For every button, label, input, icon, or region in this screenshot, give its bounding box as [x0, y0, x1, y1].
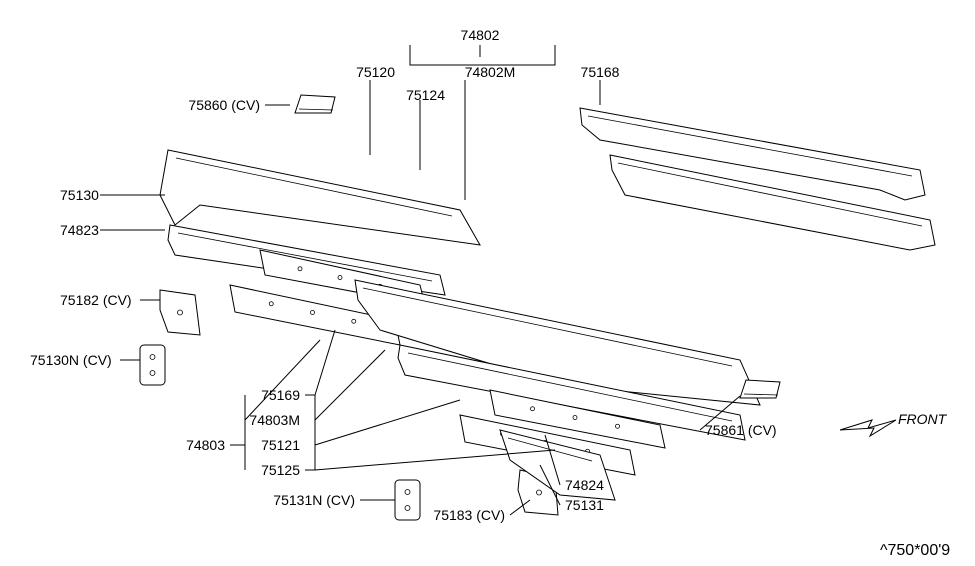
leader-line — [315, 330, 335, 395]
plate-75131N — [395, 480, 420, 520]
bracket-75861 — [740, 380, 780, 398]
part-label-75130: 75130 — [60, 187, 99, 203]
part-label-75168: 75168 — [581, 64, 620, 80]
front-arrow: FRONT — [840, 411, 948, 436]
part-label-75131N-CV-: 75131N (CV) — [273, 492, 355, 508]
front-label: FRONT — [898, 411, 948, 427]
part-label-74823: 74823 — [60, 222, 99, 238]
footer-code: ^750*00'9 — [880, 542, 950, 559]
part-label-75182-CV-: 75182 (CV) — [60, 292, 132, 308]
part-label-75169: 75169 — [261, 387, 300, 403]
plate-75130N — [140, 345, 165, 385]
part-label-74824: 74824 — [565, 477, 604, 493]
part-label-75861-CV-: 75861 (CV) — [705, 422, 777, 438]
parts-group — [140, 95, 935, 520]
leader-line — [245, 340, 320, 420]
leader-line — [305, 395, 315, 470]
part-label-75125: 75125 — [261, 462, 300, 478]
bracket-75860 — [295, 95, 335, 113]
leader-line — [410, 45, 555, 65]
exploded-diagram: 74802 75120 74802M 75168 75124 75860 (CV) 7513… — [0, 0, 975, 566]
part-label-75131: 75131 — [565, 497, 604, 513]
gusset-75182 — [160, 290, 200, 335]
part-label-75860-CV-: 75860 (CV) — [188, 97, 260, 113]
part-label-75183-CV-: 75183 (CV) — [433, 507, 505, 523]
part-label-75124: 75124 — [406, 87, 445, 103]
part-label-75121: 75121 — [261, 437, 300, 453]
part-label-74802M: 74802M — [465, 64, 516, 80]
part-label-75130N-CV-: 75130N (CV) — [30, 352, 112, 368]
part-label-74803M: 74803M — [249, 412, 300, 428]
part-label-74802: 74802 — [461, 27, 500, 43]
part-label-75120: 75120 — [356, 64, 395, 80]
leader-line — [315, 400, 460, 445]
panel-75130 — [160, 150, 480, 245]
part-label-74803: 74803 — [186, 437, 225, 453]
